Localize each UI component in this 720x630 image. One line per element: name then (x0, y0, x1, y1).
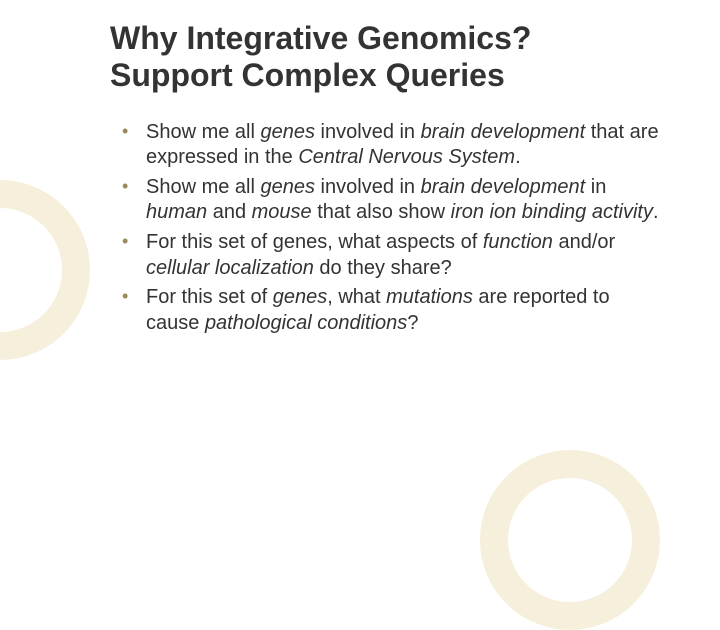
plain-text: and (207, 201, 251, 223)
bullet-item: Show me all genes involved in brain deve… (116, 120, 660, 171)
plain-text: For this set of (146, 286, 273, 308)
plain-text: in (585, 176, 606, 198)
italic-text: mutations (386, 286, 473, 308)
italic-text: cellular localization (146, 257, 314, 279)
italic-text: function (483, 231, 553, 253)
plain-text: , what (327, 286, 386, 308)
plain-text: involved in (315, 176, 421, 198)
plain-text: Show me all (146, 121, 261, 143)
plain-text: that also show (312, 201, 451, 223)
slide-title: Why Integrative Genomics? Support Comple… (110, 20, 660, 94)
italic-text: brain development (421, 176, 586, 198)
bullet-item: For this set of genes, what aspects of f… (116, 230, 660, 281)
italic-text: mouse (252, 201, 312, 223)
plain-text: Show me all (146, 176, 261, 198)
plain-text: do they share? (314, 257, 452, 279)
italic-text: genes (273, 286, 328, 308)
italic-text: genes (261, 176, 316, 198)
plain-text: involved in (315, 121, 421, 143)
italic-text: pathological conditions (205, 312, 407, 334)
italic-text: brain development (421, 121, 586, 143)
plain-text: and/or (553, 231, 615, 253)
italic-text: Central Nervous System (298, 146, 515, 168)
slide-body: Why Integrative Genomics? Support Comple… (0, 0, 720, 540)
plain-text: For this set of genes, what aspects of (146, 231, 483, 253)
italic-text: human (146, 201, 207, 223)
bullet-list: Show me all genes involved in brain deve… (110, 120, 660, 337)
bullet-item: For this set of genes, what mutations ar… (116, 285, 660, 336)
italic-text: genes (261, 121, 316, 143)
bullet-item: Show me all genes involved in brain deve… (116, 175, 660, 226)
plain-text: . (515, 146, 521, 168)
plain-text: ? (407, 312, 418, 334)
italic-text: iron ion binding activity (451, 201, 653, 223)
plain-text: . (653, 201, 659, 223)
